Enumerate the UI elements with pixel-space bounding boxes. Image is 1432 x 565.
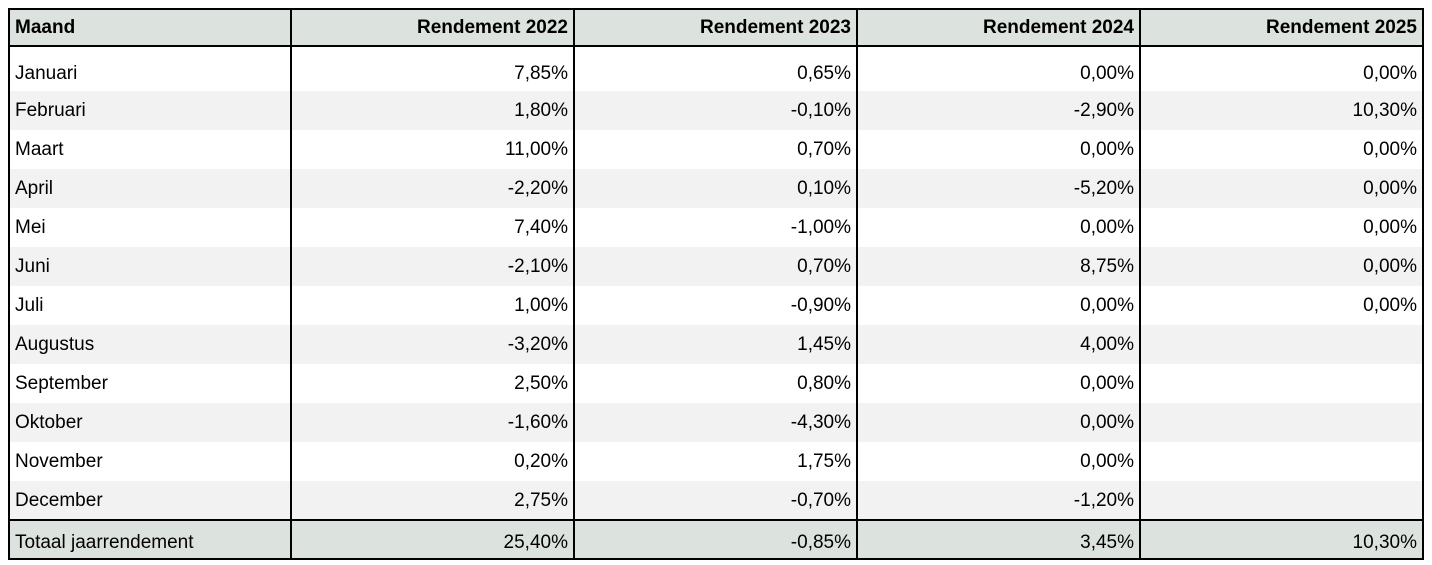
table-row: Oktober -1,60% -4,30% 0,00% [8,403,1424,442]
table-row: Januari 7,85% 0,65% 0,00% 0,00% [8,46,1424,91]
header-2024[interactable]: Rendement 2024 [856,8,1141,47]
total-2023[interactable]: -0,85% [573,519,858,560]
return-2025-cell[interactable]: 0,00% [1139,169,1424,208]
return-2022-cell[interactable]: 11,00% [290,130,574,169]
return-2025-cell[interactable]: 0,00% [1139,46,1424,91]
return-2023-cell[interactable]: 0,80% [573,364,857,403]
total-2022[interactable]: 25,40% [290,519,575,560]
month-cell[interactable]: Augustus [8,325,291,364]
return-2025-cell[interactable] [1139,364,1424,403]
return-2022-cell[interactable]: 2,75% [290,481,574,520]
return-2025-cell[interactable]: 0,00% [1139,208,1424,247]
return-2024-cell[interactable]: -1,20% [856,481,1140,520]
table-row: Februari 1,80% -0,10% -2,90% 10,30% [8,91,1424,130]
return-2025-cell[interactable]: 10,30% [1139,91,1424,130]
total-label[interactable]: Totaal jaarrendement [8,519,292,560]
month-cell[interactable]: Mei [8,208,291,247]
return-2025-cell[interactable] [1139,481,1424,520]
return-2023-cell[interactable]: 0,10% [573,169,857,208]
return-2024-cell[interactable]: 0,00% [856,364,1140,403]
return-2022-cell[interactable]: 7,85% [290,46,574,91]
total-2024[interactable]: 3,45% [856,519,1141,560]
header-month[interactable]: Maand [8,8,292,47]
return-2023-cell[interactable]: 1,75% [573,442,857,481]
return-2022-cell[interactable]: -3,20% [290,325,574,364]
return-2022-cell[interactable]: 1,80% [290,91,574,130]
table-row: April -2,20% 0,10% -5,20% 0,00% [8,169,1424,208]
return-2025-cell[interactable]: 0,00% [1139,130,1424,169]
table-row: December 2,75% -0,70% -1,20% [8,481,1424,520]
return-2023-cell[interactable]: 1,45% [573,325,857,364]
return-2023-cell[interactable]: 0,65% [573,46,857,91]
table-row: Augustus -3,20% 1,45% 4,00% [8,325,1424,364]
return-2024-cell[interactable]: 0,00% [856,442,1140,481]
table-row: Juli 1,00% -0,90% 0,00% 0,00% [8,286,1424,325]
table-row: Mei 7,40% -1,00% 0,00% 0,00% [8,208,1424,247]
return-2023-cell[interactable]: -1,00% [573,208,857,247]
return-2022-cell[interactable]: -1,60% [290,403,574,442]
total-row: Totaal jaarrendement 25,40% -0,85% 3,45%… [8,519,1424,560]
total-2025[interactable]: 10,30% [1139,519,1424,560]
return-2024-cell[interactable]: 4,00% [856,325,1140,364]
return-2023-cell[interactable]: 0,70% [573,247,857,286]
month-cell[interactable]: November [8,442,291,481]
return-2023-cell[interactable]: -0,90% [573,286,857,325]
return-2022-cell[interactable]: 2,50% [290,364,574,403]
return-2023-cell[interactable]: -0,70% [573,481,857,520]
return-2024-cell[interactable]: 8,75% [856,247,1140,286]
return-2025-cell[interactable] [1139,442,1424,481]
header-2022[interactable]: Rendement 2022 [290,8,575,47]
header-2025[interactable]: Rendement 2025 [1139,8,1424,47]
return-2024-cell[interactable]: 0,00% [856,46,1140,91]
return-2022-cell[interactable]: 1,00% [290,286,574,325]
return-2023-cell[interactable]: -4,30% [573,403,857,442]
month-cell[interactable]: September [8,364,291,403]
returns-sheet: Maand Rendement 2022 Rendement 2023 Rend… [8,8,1424,560]
return-2025-cell[interactable] [1139,325,1424,364]
table-row: November 0,20% 1,75% 0,00% [8,442,1424,481]
return-2022-cell[interactable]: -2,20% [290,169,574,208]
return-2022-cell[interactable]: 7,40% [290,208,574,247]
return-2024-cell[interactable]: 0,00% [856,208,1140,247]
return-2023-cell[interactable]: 0,70% [573,130,857,169]
month-cell[interactable]: Februari [8,91,291,130]
return-2024-cell[interactable]: -2,90% [856,91,1140,130]
month-cell[interactable]: Januari [8,46,291,91]
month-cell[interactable]: Juni [8,247,291,286]
month-cell[interactable]: Oktober [8,403,291,442]
table-row: Juni -2,10% 0,70% 8,75% 0,00% [8,247,1424,286]
table-row: Maart 11,00% 0,70% 0,00% 0,00% [8,130,1424,169]
header-row: Maand Rendement 2022 Rendement 2023 Rend… [8,8,1424,47]
month-cell[interactable]: December [8,481,291,520]
return-2024-cell[interactable]: 0,00% [856,403,1140,442]
return-2022-cell[interactable]: -2,10% [290,247,574,286]
return-2024-cell[interactable]: -5,20% [856,169,1140,208]
return-2025-cell[interactable] [1139,403,1424,442]
return-2024-cell[interactable]: 0,00% [856,130,1140,169]
return-2025-cell[interactable]: 0,00% [1139,286,1424,325]
return-2025-cell[interactable]: 0,00% [1139,247,1424,286]
header-2023[interactable]: Rendement 2023 [573,8,858,47]
return-2022-cell[interactable]: 0,20% [290,442,574,481]
returns-table: Maand Rendement 2022 Rendement 2023 Rend… [8,8,1424,560]
month-cell[interactable]: Juli [8,286,291,325]
table-row: September 2,50% 0,80% 0,00% [8,364,1424,403]
month-cell[interactable]: April [8,169,291,208]
return-2023-cell[interactable]: -0,10% [573,91,857,130]
month-cell[interactable]: Maart [8,130,291,169]
return-2024-cell[interactable]: 0,00% [856,286,1140,325]
